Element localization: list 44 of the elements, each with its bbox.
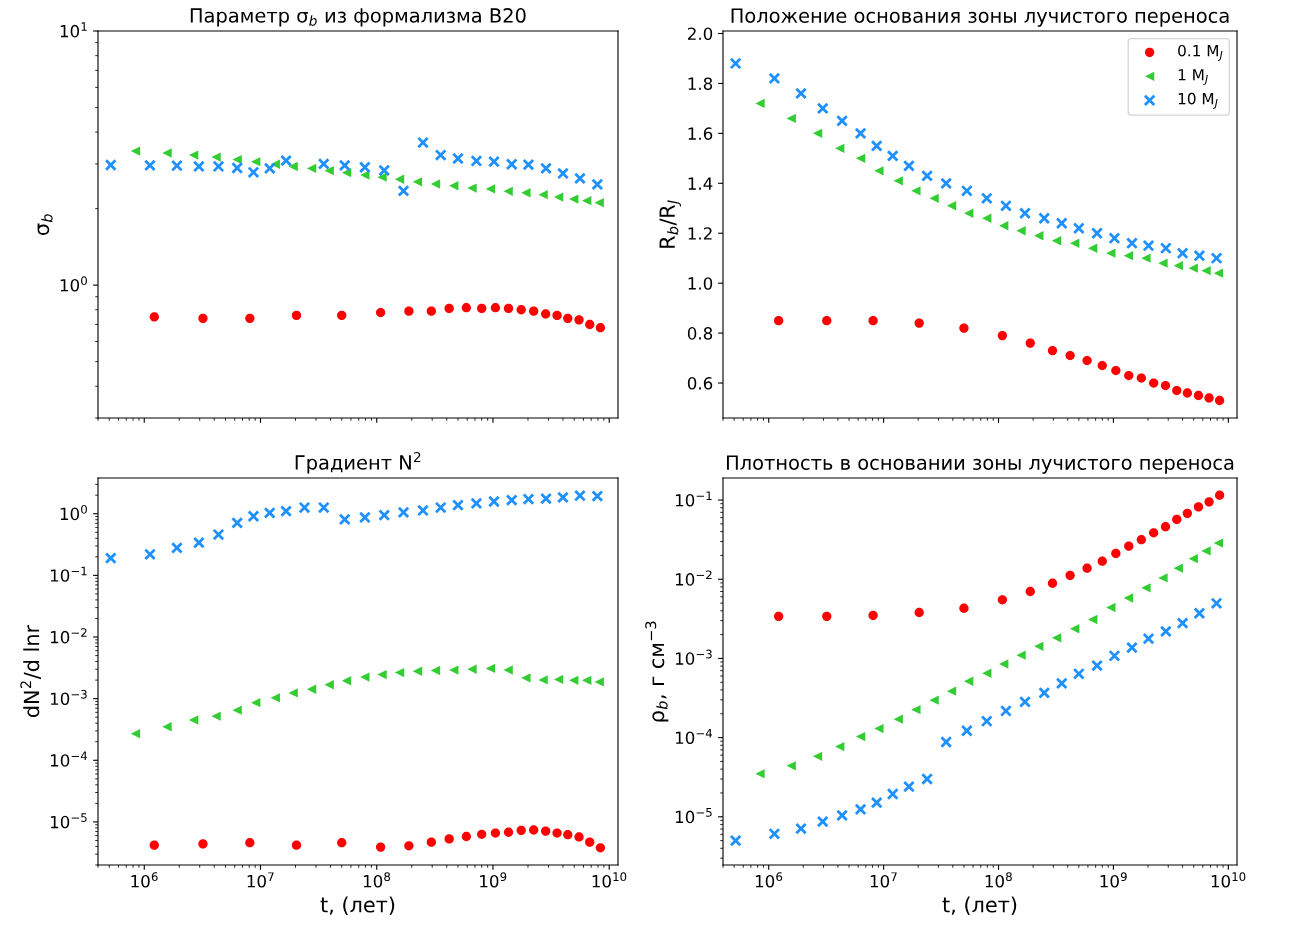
chart-title: Градиент N$^{2}$ [295,451,421,474]
y-tick-label: 10$^{−3}$ [50,689,87,706]
y-tick-label: 10$^{−3}$ [675,649,712,665]
x-tick-label: 10$^{7}$ [870,872,897,888]
legend-label: 0.1 M$_{J}$ [1178,44,1223,61]
y-tick-label: 0.6 [687,377,713,390]
y-tick-label: 10$^{−4}$ [675,728,713,745]
y-tick-label: 10$^{0}$ [60,276,87,292]
x-axis-title: t, (лет) [942,896,1017,915]
y-tick-label: 10$^{−4}$ [50,751,88,767]
x-tick-label: 10$^{8}$ [363,872,391,888]
y-tick-label: 1.0 [688,277,713,290]
x-tick-label: 10$^{6}$ [755,872,783,888]
x-tick-label: 10$^{9}$ [480,872,507,888]
x-tick-label: 10$^{9}$ [1100,872,1127,888]
x-tick-label: 10$^{10}$ [1211,872,1246,888]
chart-title: Положение основания зоны лучистого переноса [731,8,1229,27]
y-tick-label: 0.8 [687,327,713,340]
y-tick-label: 10$^{−2}$ [50,628,87,644]
y-axis-title: σ$_{b}$ [37,214,53,236]
y-tick-label: 10$^{1}$ [60,22,87,38]
y-tick-label: 1.4 [688,177,713,190]
y-tick-label: 2.0 [687,27,713,41]
y-tick-label: 10$^{−2}$ [675,570,712,586]
x-tick-label: 10$^{10}$ [592,872,627,888]
y-tick-label: 1.2 [688,227,712,240]
y-tick-label: 10$^{−1}$ [50,566,87,582]
y-axis-title: dN$^{2}$/d lnr [20,624,41,718]
chart-title: Параметр σ$_{b}$ из формализма B20 [190,8,526,27]
x-tick-label: 10$^{8}$ [985,872,1012,888]
y-axis-title: R$_{b}$/R$_{J}$ [659,200,682,248]
chart-title: Плотность в основании зоны лучистого переноса [726,455,1234,474]
y-axis-title: ρ$_{b}$, г см$^{−3}$ [645,621,669,722]
x-axis-title: t, (лет) [320,896,395,915]
y-tick-label: 10$^{0}$ [60,504,87,521]
legend-label: 1 M$_{J}$ [1178,69,1208,85]
y-tick-label: 10$^{−1}$ [675,491,712,507]
y-tick-label: 1.8 [688,77,713,90]
y-tick-label: 10$^{−5}$ [675,808,712,824]
x-tick-label: 10$^{6}$ [131,872,158,888]
x-tick-label: 10$^{7}$ [247,872,274,888]
y-tick-label: 10$^{−5}$ [50,813,87,829]
legend-label: 10 M$_{J}$ [1178,92,1218,109]
y-tick-label: 1.6 [688,127,713,140]
